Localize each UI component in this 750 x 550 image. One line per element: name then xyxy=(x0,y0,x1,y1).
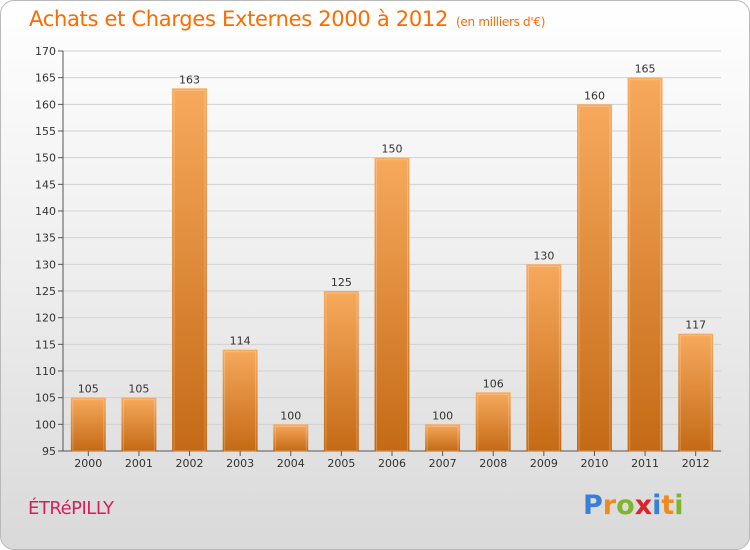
data-label: 117 xyxy=(685,319,706,332)
logo-letter: i xyxy=(674,490,684,521)
y-tick-label: 165 xyxy=(35,72,56,85)
bar-highlight xyxy=(578,105,611,452)
bars xyxy=(70,77,714,452)
y-tick-label: 125 xyxy=(35,285,56,298)
y-tick-label: 160 xyxy=(35,98,56,111)
data-label: 114 xyxy=(230,335,251,348)
x-tick-label: 2008 xyxy=(479,457,507,470)
y-tick-label: 100 xyxy=(35,418,56,431)
x-tick-label: 2004 xyxy=(277,457,305,470)
bar-2003 xyxy=(222,349,258,451)
logo-letter: t xyxy=(661,490,675,521)
logo-letter: x xyxy=(634,490,653,521)
y-tick-labels: 95 100 105 110 115 120 125 130 135 140 145 150 155 16… xyxy=(35,45,56,458)
bar-2002 xyxy=(172,88,208,451)
x-tick-label: 2009 xyxy=(530,457,558,470)
x-tick-label: 2010 xyxy=(580,457,608,470)
data-label: 165 xyxy=(635,63,656,76)
y-tick-label: 155 xyxy=(35,125,56,138)
y-tick-label: 145 xyxy=(35,178,56,191)
x-tick-label: 2002 xyxy=(176,457,204,470)
data-label: 163 xyxy=(179,73,200,86)
y-tick-label: 110 xyxy=(35,365,56,378)
bar-highlight xyxy=(477,393,510,452)
y-tick-label: 170 xyxy=(35,45,56,58)
x-tick-label: 2001 xyxy=(125,457,153,470)
y-tick-label: 135 xyxy=(35,232,56,245)
data-label: 150 xyxy=(382,143,403,156)
data-label: 106 xyxy=(483,377,504,390)
bar-highlight xyxy=(679,335,712,452)
data-label: 100 xyxy=(432,409,453,422)
bar-2005 xyxy=(323,291,359,451)
bar-2007 xyxy=(425,424,461,451)
data-label: 125 xyxy=(331,276,352,289)
proxiti-logo: Proxiti xyxy=(583,490,684,521)
logo-letter: i xyxy=(652,490,662,521)
x-tick-label: 2011 xyxy=(631,457,659,470)
y-tick-label: 140 xyxy=(35,205,56,218)
y-tick-label: 150 xyxy=(35,152,56,165)
x-tick-label: 2005 xyxy=(327,457,355,470)
data-label: 105 xyxy=(128,383,149,396)
bar-highlight xyxy=(122,399,155,452)
data-label: 100 xyxy=(280,409,301,422)
bar-highlight xyxy=(173,89,206,452)
y-tick-label: 95 xyxy=(42,445,56,458)
bar-highlight xyxy=(325,292,358,452)
x-tick-label: 2000 xyxy=(74,457,102,470)
data-label: 105 xyxy=(78,383,99,396)
x-tick-label: 2006 xyxy=(378,457,406,470)
bar-2011 xyxy=(627,77,663,452)
y-tick-label: 105 xyxy=(35,392,56,405)
logo-letter: P xyxy=(583,490,603,521)
bar-highlight xyxy=(274,425,307,452)
chart-subtitle: (en milliers d'€) xyxy=(456,15,546,29)
chart-title-text: Achats et Charges Externes 2000 à 2012 xyxy=(29,7,449,31)
bar-highlight xyxy=(426,425,459,452)
bar-highlight xyxy=(376,159,408,452)
logo-letter: o xyxy=(616,490,635,521)
bar-highlight xyxy=(72,399,105,452)
x-tick-label: 2007 xyxy=(429,457,457,470)
y-tick-label: 130 xyxy=(35,258,56,271)
data-label: 130 xyxy=(533,249,554,262)
bar-highlight xyxy=(224,351,257,452)
bar-2010 xyxy=(576,104,612,451)
bar-2008 xyxy=(475,392,511,451)
bar-2009 xyxy=(526,264,562,451)
x-tick-label: 2003 xyxy=(226,457,254,470)
data-label: 160 xyxy=(584,89,605,102)
value-labels: 105 105 163 114 100 125 150 100 106 130 160 165 117 xyxy=(78,63,706,423)
y-tick-label: 120 xyxy=(35,312,56,325)
y-tick-label: 115 xyxy=(35,338,56,351)
bar-2004 xyxy=(273,424,309,451)
bar-2001 xyxy=(121,397,157,451)
logo-letter: r xyxy=(602,490,617,521)
bar-highlight xyxy=(527,265,560,452)
bar-2012 xyxy=(678,333,714,451)
bar-2006 xyxy=(374,157,410,451)
x-tick-label: 2012 xyxy=(682,457,710,470)
chart-title: Achats et Charges Externes 2000 à 2012 (e… xyxy=(29,7,545,31)
bar-highlight xyxy=(629,79,662,452)
commune-name: ÉTRéPILLY xyxy=(28,498,114,519)
bar-2000 xyxy=(70,397,106,451)
x-tick-labels: 2000 2001 2002 2003 2004 2005 2006 2007 2008 2009… xyxy=(74,457,709,470)
